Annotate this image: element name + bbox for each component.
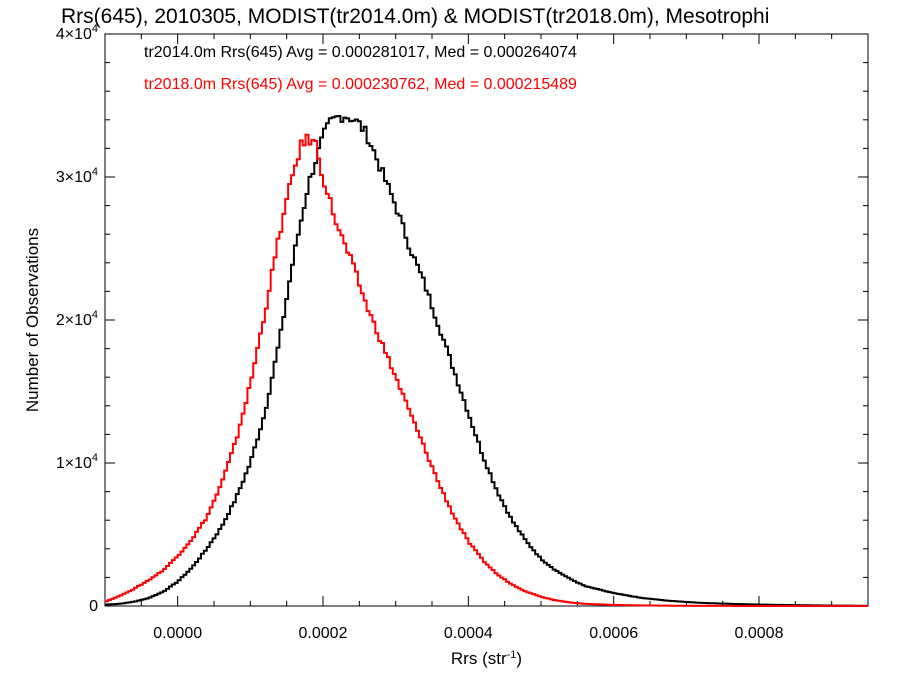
y-tick-label: 3×104 — [56, 166, 98, 186]
x-tick-label: 0.0002 — [299, 625, 348, 642]
x-axis-label: Rrs (str-1) — [451, 649, 522, 668]
legend-entry-series-1: tr2014.0m Rrs(645) Avg = 0.000281017, Me… — [144, 44, 577, 61]
y-tick-label: 2×104 — [56, 309, 98, 329]
x-tick-label: 0.0008 — [735, 625, 784, 642]
axis-labels: 0.0000 0.0002 0.0004 0.0006 0.0008 0 1×104 2×10… — [23, 23, 784, 668]
series-line-2 — [105, 133, 868, 607]
legend-entry-series-2: tr2018.0m Rrs(645) Avg = 0.000230762, Me… — [144, 76, 577, 93]
y-axis-label: Number of Observations — [23, 228, 42, 412]
chart-title: Rrs(645), 2010305, MODIST(tr2014.0m) & M… — [61, 5, 770, 28]
data-series — [105, 114, 868, 607]
series-line-1 — [105, 114, 868, 607]
y-tick-label: 4×104 — [56, 23, 98, 43]
y-tick-label: 0 — [89, 598, 98, 615]
x-tick-label: 0.0000 — [153, 625, 202, 642]
axis-ticks — [104, 33, 869, 607]
y-tick-label: 1×104 — [56, 452, 98, 472]
plot-frame — [104, 33, 869, 607]
x-tick-label: 0.0004 — [444, 625, 493, 642]
x-tick-label: 0.0006 — [589, 625, 638, 642]
